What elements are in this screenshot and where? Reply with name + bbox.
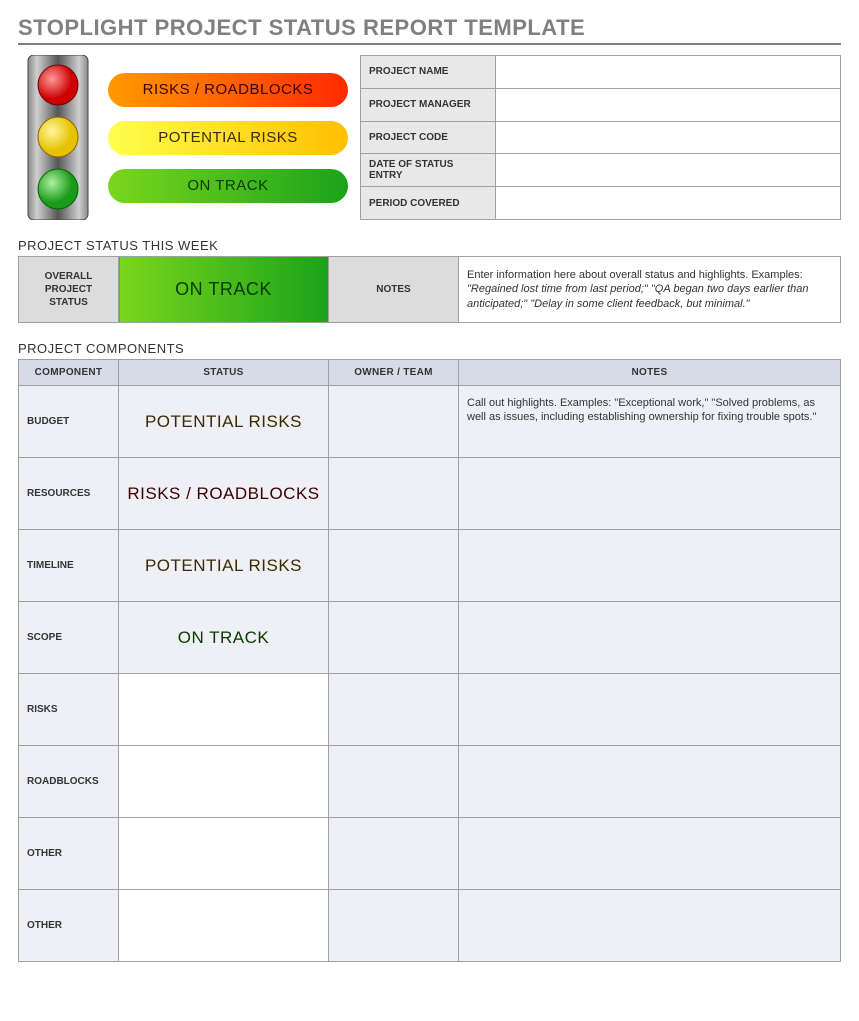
- legend-on-track: ON TRACK: [108, 169, 348, 203]
- component-owner[interactable]: [329, 602, 459, 674]
- component-owner[interactable]: [329, 458, 459, 530]
- page-title: STOPLIGHT PROJECT STATUS REPORT TEMPLATE: [18, 15, 841, 45]
- info-value[interactable]: [496, 154, 841, 187]
- component-status: [119, 746, 329, 818]
- component-owner[interactable]: [329, 818, 459, 890]
- component-notes[interactable]: [459, 818, 841, 890]
- component-status: [119, 674, 329, 746]
- component-notes[interactable]: [459, 530, 841, 602]
- component-label: OTHER: [19, 818, 119, 890]
- component-label: ROADBLOCKS: [19, 746, 119, 818]
- component-label: BUDGET: [19, 386, 119, 458]
- legend-potential-risks: POTENTIAL RISKS: [108, 121, 348, 155]
- component-owner[interactable]: [329, 530, 459, 602]
- overall-status-label-text: OVERALLPROJECTSTATUS: [45, 271, 93, 308]
- component-owner[interactable]: [329, 674, 459, 746]
- component-status: RISKS / ROADBLOCKS: [119, 458, 329, 530]
- legend-risks-roadblocks: RISKS / ROADBLOCKS: [108, 73, 348, 107]
- info-value[interactable]: [496, 56, 841, 89]
- notes-label: NOTES: [329, 257, 459, 323]
- component-status: [119, 890, 329, 962]
- info-label: PERIOD COVERED: [361, 187, 496, 220]
- stoplight-legend-block: RISKS / ROADBLOCKS POTENTIAL RISKS ON TR…: [18, 55, 348, 220]
- component-owner[interactable]: [329, 890, 459, 962]
- component-owner[interactable]: [329, 386, 459, 458]
- info-value[interactable]: [496, 88, 841, 121]
- component-label: SCOPE: [19, 602, 119, 674]
- component-status: POTENTIAL RISKS: [119, 530, 329, 602]
- status-week-label: PROJECT STATUS THIS WEEK: [18, 238, 841, 253]
- component-label: TIMELINE: [19, 530, 119, 602]
- component-notes[interactable]: [459, 746, 841, 818]
- col-component: COMPONENT: [19, 360, 119, 386]
- col-status: STATUS: [119, 360, 329, 386]
- component-status: POTENTIAL RISKS: [119, 386, 329, 458]
- component-notes[interactable]: [459, 890, 841, 962]
- component-notes[interactable]: [459, 458, 841, 530]
- component-notes[interactable]: [459, 602, 841, 674]
- component-label: RESOURCES: [19, 458, 119, 530]
- notes-intro: Enter information here about overall sta…: [467, 269, 803, 281]
- legend-pills: RISKS / ROADBLOCKS POTENTIAL RISKS ON TR…: [108, 55, 348, 220]
- stoplight-icon: [18, 55, 98, 220]
- overall-notes: Enter information here about overall sta…: [459, 257, 841, 323]
- info-value[interactable]: [496, 121, 841, 154]
- top-row: RISKS / ROADBLOCKS POTENTIAL RISKS ON TR…: [18, 55, 841, 220]
- component-notes[interactable]: [459, 674, 841, 746]
- component-status: ON TRACK: [119, 602, 329, 674]
- info-label: DATE OF STATUS ENTRY: [361, 154, 496, 187]
- component-label: RISKS: [19, 674, 119, 746]
- info-value[interactable]: [496, 187, 841, 220]
- notes-examples: "Regained lost time from last period;" "…: [467, 283, 808, 309]
- component-owner[interactable]: [329, 746, 459, 818]
- col-notes: NOTES: [459, 360, 841, 386]
- components-label: PROJECT COMPONENTS: [18, 341, 841, 356]
- overall-status-value: ON TRACK: [119, 257, 329, 323]
- component-status: [119, 818, 329, 890]
- info-label: PROJECT CODE: [361, 121, 496, 154]
- component-label: OTHER: [19, 890, 119, 962]
- col-owner: OWNER / TEAM: [329, 360, 459, 386]
- components-table: COMPONENT STATUS OWNER / TEAM NOTES BUDG…: [18, 359, 841, 962]
- info-label: PROJECT NAME: [361, 56, 496, 89]
- project-info-table: PROJECT NAMEPROJECT MANAGERPROJECT CODED…: [360, 55, 841, 220]
- status-week-table: OVERALLPROJECTSTATUS ON TRACK NOTES Ente…: [18, 256, 841, 323]
- info-label: PROJECT MANAGER: [361, 88, 496, 121]
- component-notes[interactable]: Call out highlights. Examples: "Exceptio…: [459, 386, 841, 458]
- overall-status-label: OVERALLPROJECTSTATUS: [19, 257, 119, 323]
